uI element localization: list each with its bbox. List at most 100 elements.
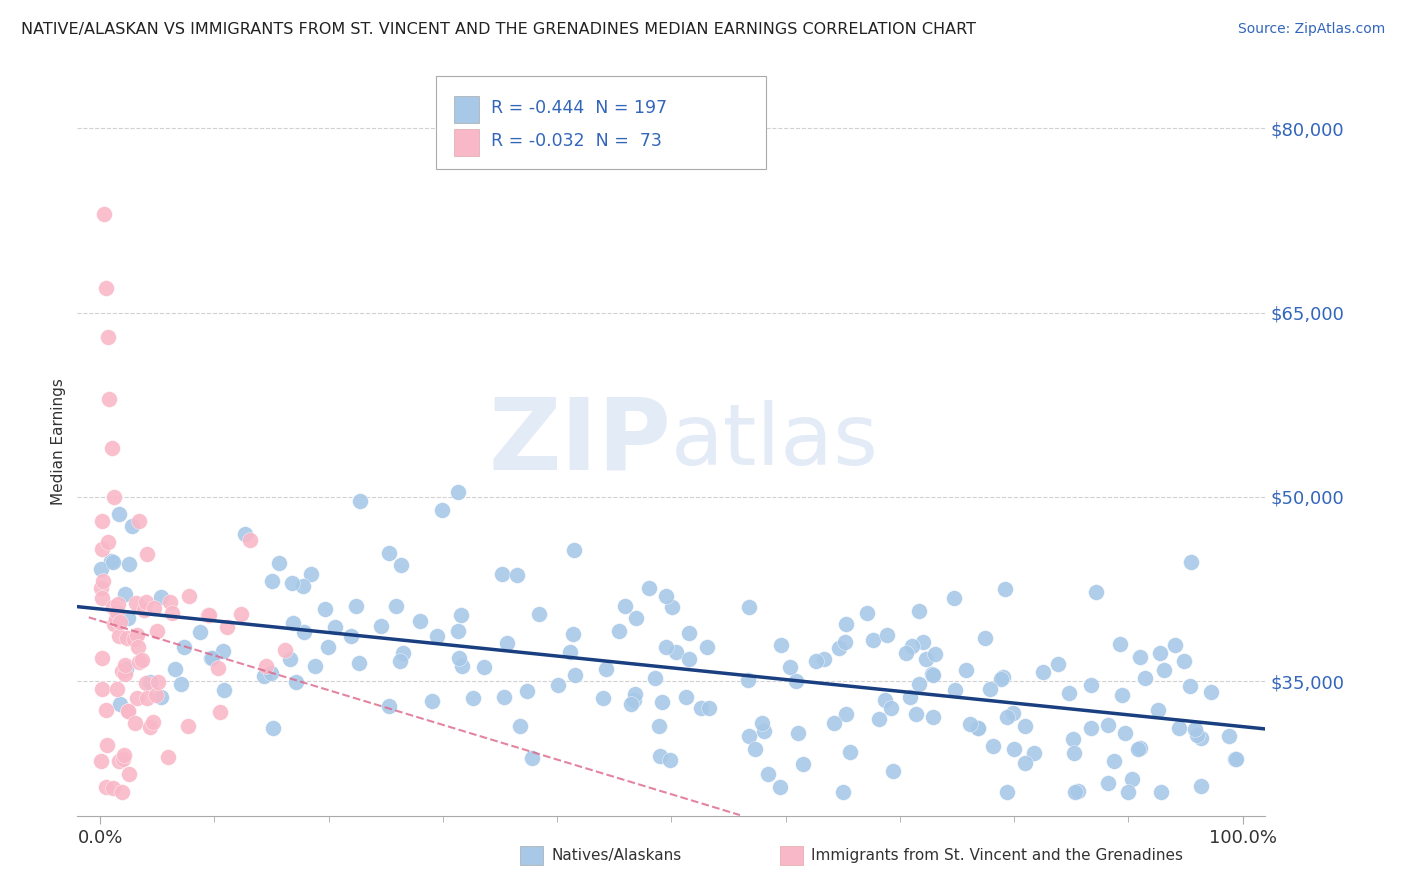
Point	[620, 697, 643, 711]
Point	[558, 645, 581, 659]
Point	[139, 675, 162, 690]
Point	[285, 675, 308, 690]
Point	[813, 652, 835, 666]
Point	[770, 638, 793, 652]
Point	[1001, 706, 1024, 721]
Point	[474, 660, 496, 674]
Point	[979, 682, 1001, 697]
Point	[94, 281, 117, 295]
Point	[912, 634, 935, 648]
Point	[1064, 784, 1087, 798]
Point	[1067, 784, 1090, 798]
Point	[231, 607, 253, 621]
Point	[163, 662, 186, 676]
Text: R = -0.032  N =  73: R = -0.032 N = 73	[491, 132, 662, 151]
Point	[624, 611, 647, 625]
Point	[907, 677, 929, 691]
Point	[562, 627, 585, 641]
Point	[94, 780, 117, 794]
Point	[90, 754, 112, 768]
Point	[995, 784, 1018, 798]
Point	[1116, 784, 1139, 798]
Point	[212, 682, 235, 697]
Text: ZIP: ZIP	[488, 393, 672, 490]
Point	[509, 719, 531, 733]
Point	[1126, 741, 1149, 756]
Point	[1199, 685, 1222, 699]
Point	[1084, 585, 1107, 599]
Point	[378, 546, 401, 560]
Point	[105, 605, 128, 619]
Point	[107, 508, 129, 522]
Point	[108, 754, 131, 768]
Point	[90, 581, 112, 595]
Point	[197, 607, 219, 622]
Point	[856, 606, 879, 620]
Point	[737, 673, 759, 687]
Point	[104, 604, 127, 618]
Point	[516, 684, 538, 698]
Point	[233, 526, 256, 541]
Point	[122, 632, 145, 647]
Point	[1080, 678, 1102, 692]
Point	[921, 667, 943, 681]
Point	[117, 704, 139, 718]
Text: Source: ZipAtlas.com: Source: ZipAtlas.com	[1237, 22, 1385, 37]
Point	[995, 710, 1018, 724]
Point	[1184, 722, 1206, 736]
Point	[1097, 775, 1119, 789]
Point	[107, 682, 129, 697]
Point	[623, 693, 645, 707]
Point	[804, 654, 827, 668]
Point	[450, 607, 472, 622]
Point	[97, 534, 120, 549]
Point	[1062, 731, 1084, 746]
Point	[658, 753, 681, 767]
Point	[908, 604, 931, 618]
Point	[527, 607, 550, 622]
Point	[655, 589, 678, 603]
Point	[1114, 725, 1136, 739]
Point	[103, 490, 125, 504]
Point	[738, 599, 761, 614]
Point	[211, 644, 233, 658]
Point	[91, 650, 114, 665]
Point	[127, 640, 149, 654]
Point	[1024, 746, 1046, 760]
Point	[100, 441, 122, 455]
Point	[385, 599, 408, 613]
Point	[834, 635, 856, 649]
Point	[696, 640, 718, 654]
Point	[101, 555, 124, 569]
Point	[349, 494, 371, 508]
Point	[678, 652, 700, 666]
Point	[292, 579, 315, 593]
Point	[898, 690, 921, 704]
Point	[1150, 784, 1173, 798]
Point	[135, 547, 157, 561]
Point	[973, 631, 995, 645]
Point	[447, 624, 470, 638]
Text: Immigrants from St. Vincent and the Grenadines: Immigrants from St. Vincent and the Gren…	[811, 848, 1184, 863]
Point	[117, 611, 139, 625]
Point	[447, 484, 470, 499]
Point	[661, 600, 683, 615]
Point	[114, 586, 136, 600]
Point	[1111, 688, 1133, 702]
Point	[614, 599, 637, 613]
Point	[391, 646, 413, 660]
Point	[101, 780, 124, 795]
Point	[1002, 741, 1025, 756]
Point	[754, 724, 776, 739]
Point	[924, 647, 946, 661]
Point	[97, 330, 120, 344]
Point	[128, 655, 150, 669]
Point	[835, 707, 858, 722]
Point	[93, 207, 115, 221]
Point	[316, 640, 339, 654]
Point	[378, 699, 401, 714]
Point	[690, 701, 713, 715]
Point	[304, 658, 326, 673]
Point	[139, 719, 162, 733]
Point	[835, 616, 858, 631]
